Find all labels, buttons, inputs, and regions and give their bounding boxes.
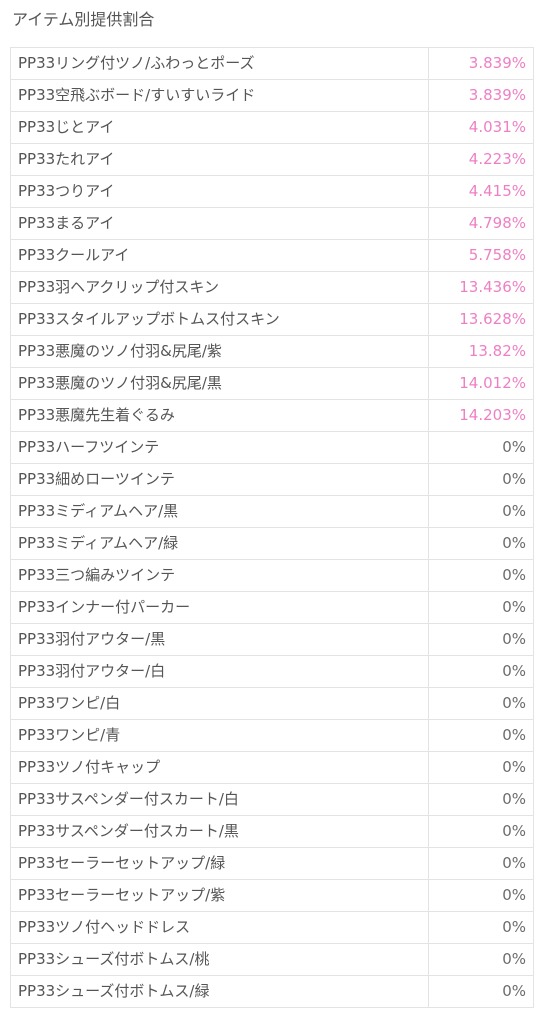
item-rate-cell: 13.628%: [428, 303, 534, 336]
item-name-cell: PP33空飛ぶボード/すいすいライド: [10, 79, 429, 112]
item-name-cell: PP33スタイルアップボトムス付スキン: [10, 303, 429, 336]
item-rate-cell: 0%: [428, 943, 534, 976]
item-name-cell: PP33ワンピ/青: [10, 719, 429, 752]
table-row: PP33サスペンダー付スカート/白 0%: [10, 783, 534, 816]
table-row: PP33シューズ付ボトムス/桃 0%: [10, 943, 534, 976]
item-name-cell: PP33リング付ツノ/ふわっとポーズ: [10, 47, 429, 80]
item-rate-table: PP33リング付ツノ/ふわっとポーズ 3.839% PP33空飛ぶボード/すいすいラ…: [10, 47, 534, 1008]
item-name-cell: PP33シューズ付ボトムス/桃: [10, 943, 429, 976]
item-rate-cell: 0%: [428, 783, 534, 816]
item-name-cell: PP33セーラーセットアップ/緑: [10, 847, 429, 880]
item-name-cell: PP33サスペンダー付スカート/黒: [10, 815, 429, 848]
item-name-cell: PP33セーラーセットアップ/紫: [10, 879, 429, 912]
table-row: PP33ハーフツインテ 0%: [10, 431, 534, 464]
table-row: PP33ミディアムヘア/緑 0%: [10, 527, 534, 560]
item-rate-cell: 0%: [428, 463, 534, 496]
item-name-cell: PP33悪魔先生着ぐるみ: [10, 399, 429, 432]
item-name-cell: PP33まるアイ: [10, 207, 429, 240]
item-rate-cell: 0%: [428, 847, 534, 880]
table-row: PP33リング付ツノ/ふわっとポーズ 3.839%: [10, 47, 534, 80]
table-row: PP33ツノ付キャップ 0%: [10, 751, 534, 784]
table-row: PP33つりアイ 4.415%: [10, 175, 534, 208]
item-rate-cell: 4.798%: [428, 207, 534, 240]
table-row: PP33悪魔のツノ付羽&尻尾/紫 13.82%: [10, 335, 534, 368]
table-row: PP33たれアイ 4.223%: [10, 143, 534, 176]
item-name-cell: PP33三つ編みツインテ: [10, 559, 429, 592]
table-row: PP33羽付アウター/白 0%: [10, 655, 534, 688]
item-rate-cell: 0%: [428, 719, 534, 752]
item-rate-cell: 0%: [428, 751, 534, 784]
item-name-cell: PP33シューズ付ボトムス/緑: [10, 975, 429, 1008]
item-rate-cell: 0%: [428, 815, 534, 848]
item-rate-cell: 14.203%: [428, 399, 534, 432]
item-rate-cell: 4.223%: [428, 143, 534, 176]
item-name-cell: PP33細めローツインテ: [10, 463, 429, 496]
item-rate-cell: 4.415%: [428, 175, 534, 208]
table-row: PP33ワンピ/白 0%: [10, 687, 534, 720]
table-row: PP33シューズ付ボトムス/緑 0%: [10, 975, 534, 1008]
item-rate-table-body: PP33リング付ツノ/ふわっとポーズ 3.839% PP33空飛ぶボード/すいすいラ…: [10, 47, 534, 1008]
item-name-cell: PP33クールアイ: [10, 239, 429, 272]
item-rate-cell: 5.758%: [428, 239, 534, 272]
item-name-cell: PP33ツノ付キャップ: [10, 751, 429, 784]
table-row: PP33スタイルアップボトムス付スキン 13.628%: [10, 303, 534, 336]
item-name-cell: PP33ハーフツインテ: [10, 431, 429, 464]
item-name-cell: PP33悪魔のツノ付羽&尻尾/黒: [10, 367, 429, 400]
item-name-cell: PP33悪魔のツノ付羽&尻尾/紫: [10, 335, 429, 368]
item-rate-cell: 0%: [428, 591, 534, 624]
table-row: PP33セーラーセットアップ/紫 0%: [10, 879, 534, 912]
item-rate-cell: 0%: [428, 975, 534, 1008]
item-name-cell: PP33羽ヘアクリップ付スキン: [10, 271, 429, 304]
table-row: PP33サスペンダー付スカート/黒 0%: [10, 815, 534, 848]
item-rate-cell: 0%: [428, 495, 534, 528]
item-name-cell: PP33羽付アウター/黒: [10, 623, 429, 656]
section-title: アイテム別提供割合: [12, 10, 155, 29]
item-name-cell: PP33じとアイ: [10, 111, 429, 144]
table-row: PP33ミディアムヘア/黒 0%: [10, 495, 534, 528]
item-rate-cell: 0%: [428, 911, 534, 944]
table-row: PP33悪魔先生着ぐるみ 14.203%: [10, 399, 534, 432]
item-rate-cell: 0%: [428, 559, 534, 592]
item-rate-cell: 0%: [428, 623, 534, 656]
item-name-cell: PP33ミディアムヘア/黒: [10, 495, 429, 528]
item-name-cell: PP33ツノ付ヘッドドレス: [10, 911, 429, 944]
item-name-cell: PP33ミディアムヘア/緑: [10, 527, 429, 560]
item-rate-cell: 13.436%: [428, 271, 534, 304]
item-rate-cell: 0%: [428, 431, 534, 464]
table-row: PP33インナー付パーカー 0%: [10, 591, 534, 624]
table-row: PP33ツノ付ヘッドドレス 0%: [10, 911, 534, 944]
table-row: PP33ワンピ/青 0%: [10, 719, 534, 752]
table-row: PP33羽ヘアクリップ付スキン 13.436%: [10, 271, 534, 304]
item-name-cell: PP33ワンピ/白: [10, 687, 429, 720]
table-row: PP33三つ編みツインテ 0%: [10, 559, 534, 592]
item-rate-cell: 0%: [428, 655, 534, 688]
table-row: PP33クールアイ 5.758%: [10, 239, 534, 272]
item-name-cell: PP33羽付アウター/白: [10, 655, 429, 688]
table-row: PP33まるアイ 4.798%: [10, 207, 534, 240]
table-row: PP33空飛ぶボード/すいすいライド 3.839%: [10, 79, 534, 112]
item-rate-cell: 13.82%: [428, 335, 534, 368]
item-rate-cell: 0%: [428, 687, 534, 720]
table-row: PP33じとアイ 4.031%: [10, 111, 534, 144]
table-row: PP33悪魔のツノ付羽&尻尾/黒 14.012%: [10, 367, 534, 400]
item-name-cell: PP33インナー付パーカー: [10, 591, 429, 624]
table-row: PP33セーラーセットアップ/緑 0%: [10, 847, 534, 880]
item-name-cell: PP33サスペンダー付スカート/白: [10, 783, 429, 816]
item-rate-cell: 4.031%: [428, 111, 534, 144]
table-row: PP33細めローツインテ 0%: [10, 463, 534, 496]
item-rate-cell: 0%: [428, 527, 534, 560]
item-rate-cell: 3.839%: [428, 47, 534, 80]
item-name-cell: PP33つりアイ: [10, 175, 429, 208]
item-rate-cell: 3.839%: [428, 79, 534, 112]
item-rate-cell: 14.012%: [428, 367, 534, 400]
item-name-cell: PP33たれアイ: [10, 143, 429, 176]
item-rate-cell: 0%: [428, 879, 534, 912]
table-row: PP33羽付アウター/黒 0%: [10, 623, 534, 656]
